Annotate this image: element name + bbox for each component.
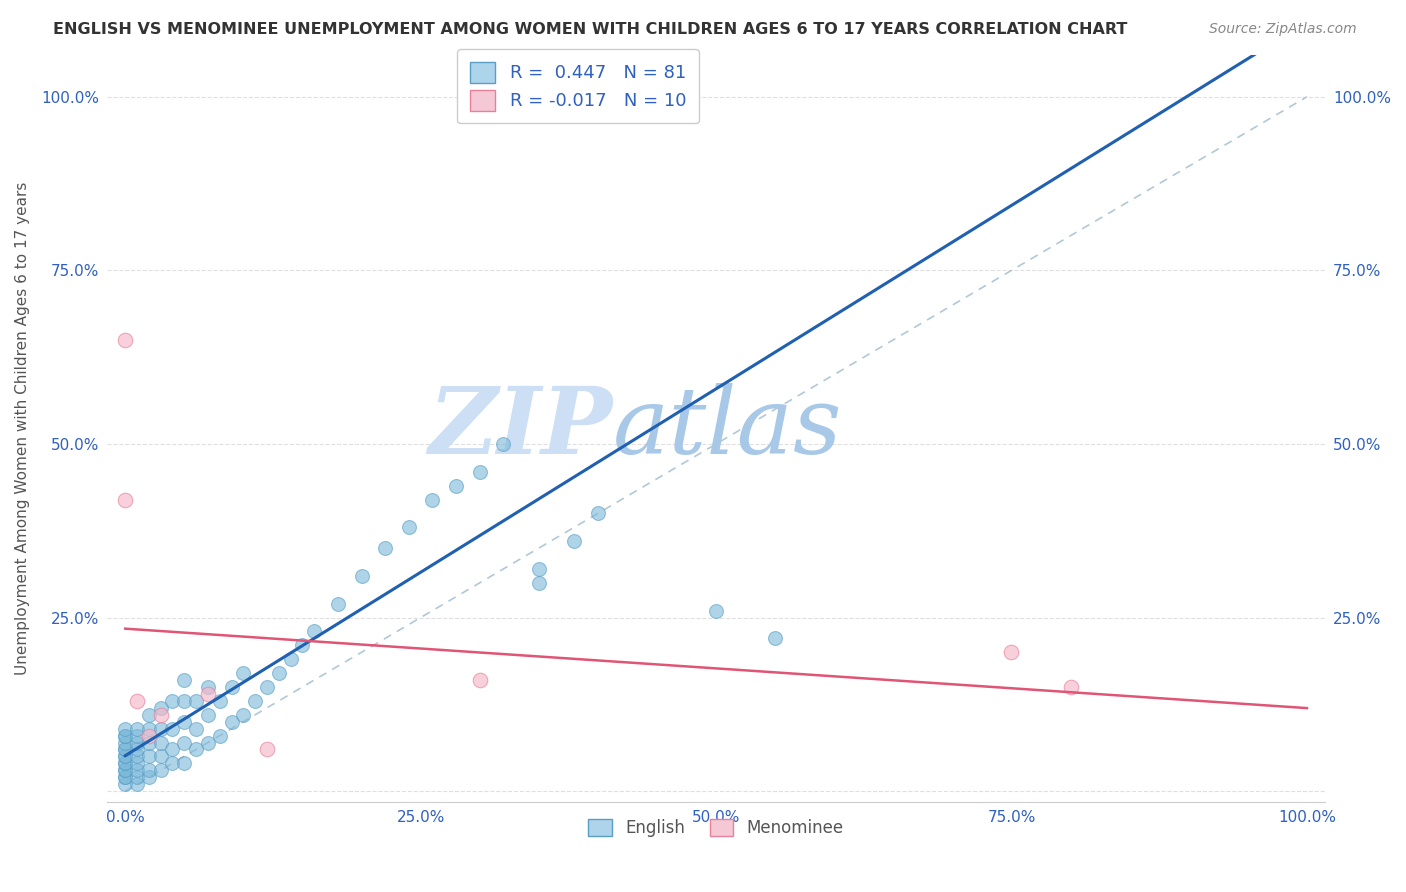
Point	[125, 756, 148, 771]
Point	[208, 694, 231, 708]
Point	[114, 770, 136, 784]
Point	[114, 333, 136, 347]
Point	[398, 520, 420, 534]
Y-axis label: Unemployment Among Women with Children Ages 6 to 17 years: Unemployment Among Women with Children A…	[15, 182, 30, 675]
Point	[138, 770, 160, 784]
Point	[197, 680, 219, 694]
Point	[173, 756, 195, 771]
Point	[162, 694, 184, 708]
Point	[125, 694, 148, 708]
Point	[1000, 645, 1022, 659]
Point	[114, 729, 136, 743]
Point	[562, 534, 585, 549]
Point	[256, 680, 278, 694]
Point	[326, 597, 349, 611]
Point	[350, 569, 373, 583]
Point	[468, 465, 491, 479]
Point	[516, 90, 538, 104]
Point	[138, 729, 160, 743]
Point	[763, 632, 786, 646]
Point	[704, 604, 727, 618]
Point	[162, 756, 184, 771]
Point	[173, 714, 195, 729]
Text: Source: ZipAtlas.com: Source: ZipAtlas.com	[1209, 22, 1357, 37]
Point	[232, 666, 254, 681]
Point	[114, 770, 136, 784]
Point	[280, 652, 302, 666]
Point	[125, 777, 148, 791]
Point	[197, 707, 219, 722]
Point	[1059, 680, 1081, 694]
Point	[125, 722, 148, 736]
Point	[114, 764, 136, 778]
Point	[162, 742, 184, 756]
Point	[149, 701, 172, 715]
Point	[149, 735, 172, 749]
Point	[125, 735, 148, 749]
Point	[586, 507, 609, 521]
Point	[138, 722, 160, 736]
Point	[221, 714, 243, 729]
Point	[422, 492, 444, 507]
Point	[184, 742, 207, 756]
Point	[184, 722, 207, 736]
Point	[114, 729, 136, 743]
Text: ZIP: ZIP	[429, 384, 613, 474]
Point	[114, 742, 136, 756]
Point	[149, 764, 172, 778]
Point	[173, 694, 195, 708]
Point	[138, 735, 160, 749]
Point	[232, 707, 254, 722]
Point	[267, 666, 290, 681]
Point	[114, 742, 136, 756]
Point	[256, 742, 278, 756]
Point	[221, 680, 243, 694]
Point	[125, 764, 148, 778]
Point	[149, 707, 172, 722]
Point	[374, 541, 396, 555]
Point	[173, 735, 195, 749]
Text: atlas: atlas	[613, 384, 842, 474]
Point	[138, 707, 160, 722]
Point	[114, 735, 136, 749]
Point	[149, 749, 172, 764]
Point	[114, 492, 136, 507]
Text: ENGLISH VS MENOMINEE UNEMPLOYMENT AMONG WOMEN WITH CHILDREN AGES 6 TO 17 YEARS C: ENGLISH VS MENOMINEE UNEMPLOYMENT AMONG …	[53, 22, 1128, 37]
Point	[492, 437, 515, 451]
Point	[468, 673, 491, 687]
Point	[114, 777, 136, 791]
Point	[114, 756, 136, 771]
Point	[173, 673, 195, 687]
Point	[527, 575, 550, 590]
Point	[114, 749, 136, 764]
Point	[527, 90, 550, 104]
Point	[138, 764, 160, 778]
Point	[138, 749, 160, 764]
Point	[114, 749, 136, 764]
Point	[208, 729, 231, 743]
Point	[114, 764, 136, 778]
Point	[149, 722, 172, 736]
Point	[527, 562, 550, 576]
Point	[162, 722, 184, 736]
Point	[304, 624, 326, 639]
Point	[114, 722, 136, 736]
Point	[125, 729, 148, 743]
Point	[114, 756, 136, 771]
Point	[125, 749, 148, 764]
Point	[125, 742, 148, 756]
Point	[197, 735, 219, 749]
Point	[291, 638, 314, 652]
Point	[184, 694, 207, 708]
Legend: English, Menominee: English, Menominee	[581, 811, 852, 846]
Point	[125, 770, 148, 784]
Point	[197, 687, 219, 701]
Point	[444, 478, 467, 492]
Point	[243, 694, 266, 708]
